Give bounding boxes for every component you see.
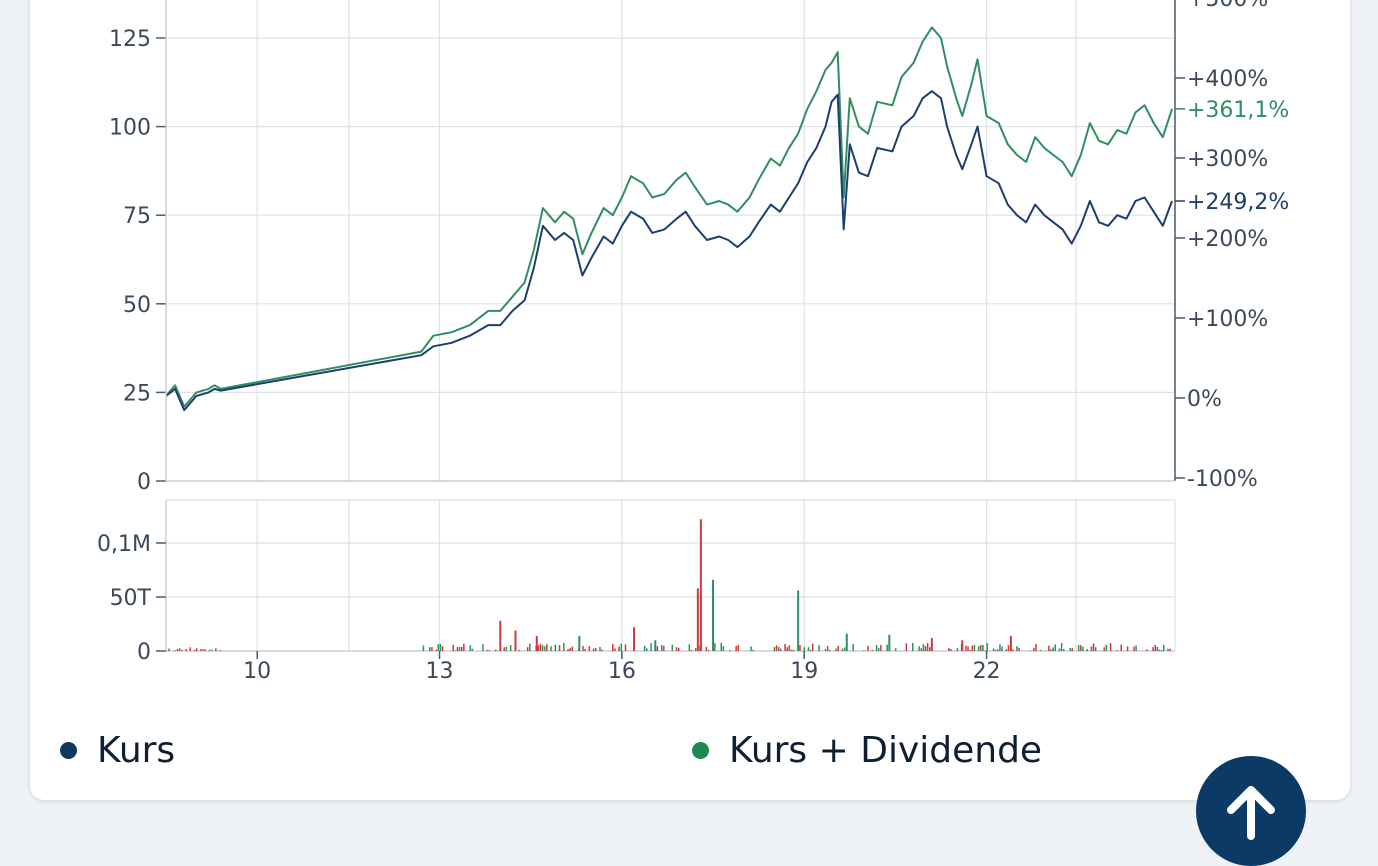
price-grid xyxy=(166,0,1175,482)
legend-item-kurs-dividende[interactable]: Kurs + Dividende xyxy=(692,730,1042,771)
axes: 0255075100125-100%0%+100%+200%+300%+400%… xyxy=(97,0,1289,684)
y2-tick-label: +200% xyxy=(1187,227,1268,252)
y-tick-label: 50 xyxy=(123,293,151,318)
y-tick-label: 125 xyxy=(109,27,151,52)
legend-item-kurs[interactable]: Kurs xyxy=(60,730,175,771)
volume-tick-label: 0 xyxy=(137,640,151,665)
x-tick-label: 22 xyxy=(973,659,1001,684)
stock-chart: 0255075100125-100%0%+100%+200%+300%+400%… xyxy=(97,0,1289,684)
volume-bars xyxy=(168,519,1171,651)
x-tick-label: 19 xyxy=(790,659,818,684)
series-line-kurs-dividende xyxy=(165,26,1173,408)
series-line-kurs xyxy=(165,90,1173,412)
x-tick-label: 16 xyxy=(608,659,636,684)
x-tick-label: 10 xyxy=(243,659,271,684)
last-value-label: +249,2% xyxy=(1187,190,1289,215)
y-tick-label: 0 xyxy=(137,470,151,495)
y2-tick-label: +300% xyxy=(1187,147,1268,172)
y-tick-label: 100 xyxy=(109,116,151,141)
y-tick-label: 75 xyxy=(123,204,151,229)
y2-tick-label: -100% xyxy=(1187,467,1258,492)
scroll-to-top-button[interactable] xyxy=(1196,756,1306,866)
legend-label-kurs-dividende: Kurs + Dividende xyxy=(729,730,1043,771)
y2-tick-label: +400% xyxy=(1187,67,1268,92)
arrow-up-icon xyxy=(1227,786,1275,840)
legend-label-kurs: Kurs xyxy=(97,730,176,771)
legend-dot-kurs xyxy=(60,742,77,759)
chart-card xyxy=(30,0,1350,800)
price-lines xyxy=(165,26,1173,412)
volume-grid xyxy=(165,499,1176,652)
last-value-label: +361,1% xyxy=(1187,98,1289,123)
y2-tick-label: +100% xyxy=(1187,307,1268,332)
x-tick-label: 13 xyxy=(426,659,454,684)
legend-dot-kurs-dividende xyxy=(692,742,709,759)
y2-tick-label: 0% xyxy=(1187,387,1222,412)
volume-tick-label: 50T xyxy=(110,586,152,611)
volume-tick-label: 0,1M xyxy=(97,532,151,557)
y2-tick-label: +500% xyxy=(1187,0,1268,12)
y-tick-label: 25 xyxy=(123,381,151,406)
